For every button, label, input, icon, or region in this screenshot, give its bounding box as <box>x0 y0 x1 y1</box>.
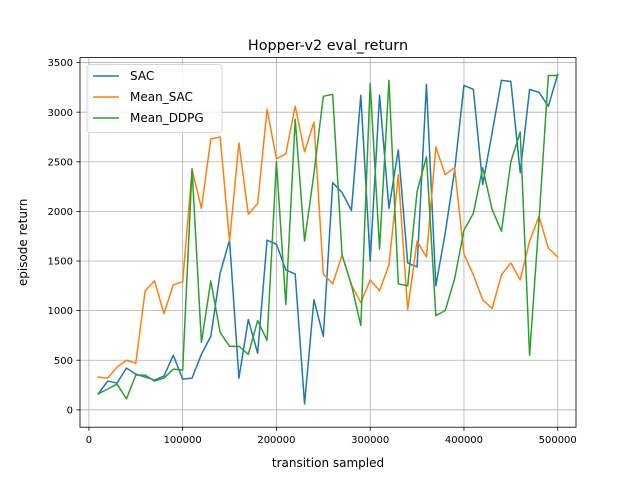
plot-series <box>97 73 559 405</box>
x-tick-label: 400000 <box>445 435 483 446</box>
series-line-mean-sac <box>97 105 559 379</box>
y-tick-label: 3000 <box>48 108 73 119</box>
legend: SAC Mean_SAC Mean_DDPG <box>86 64 223 133</box>
x-tick-label: 300000 <box>351 435 389 446</box>
legend-frame <box>86 64 223 133</box>
legend-label-sac: SAC <box>130 69 154 83</box>
y-tick-label: 1500 <box>48 257 73 268</box>
plot-frame <box>79 57 577 428</box>
y-tick-label: 500 <box>54 356 73 367</box>
x-axis-ticks: 0 100000 200000 300000 400000 500000 <box>86 427 577 446</box>
y-tick-label: 2000 <box>48 207 73 218</box>
y-tick-label: 3500 <box>48 58 73 69</box>
legend-label-mean-sac: Mean_SAC <box>130 90 193 104</box>
x-tick-label: 100000 <box>164 435 202 446</box>
x-tick-label: 200000 <box>257 435 295 446</box>
x-axis-label: transition sampled <box>272 456 384 470</box>
y-axis-label: episode return <box>16 199 30 286</box>
y-tick-label: 0 <box>67 405 73 416</box>
x-tick-label: 0 <box>86 435 92 446</box>
y-tick-label: 1000 <box>48 306 73 317</box>
legend-label-mean-ddpg: Mean_DDPG <box>130 111 204 125</box>
series-line-mean-ddpg <box>97 74 559 400</box>
x-tick-label: 500000 <box>539 435 577 446</box>
y-tick-label: 2500 <box>48 157 73 168</box>
y-axis-ticks: 0 500 1000 1500 2000 2500 3000 3500 <box>48 58 80 416</box>
chart-title: Hopper-v2 eval_return <box>248 38 408 54</box>
series-line-sac <box>97 73 559 405</box>
